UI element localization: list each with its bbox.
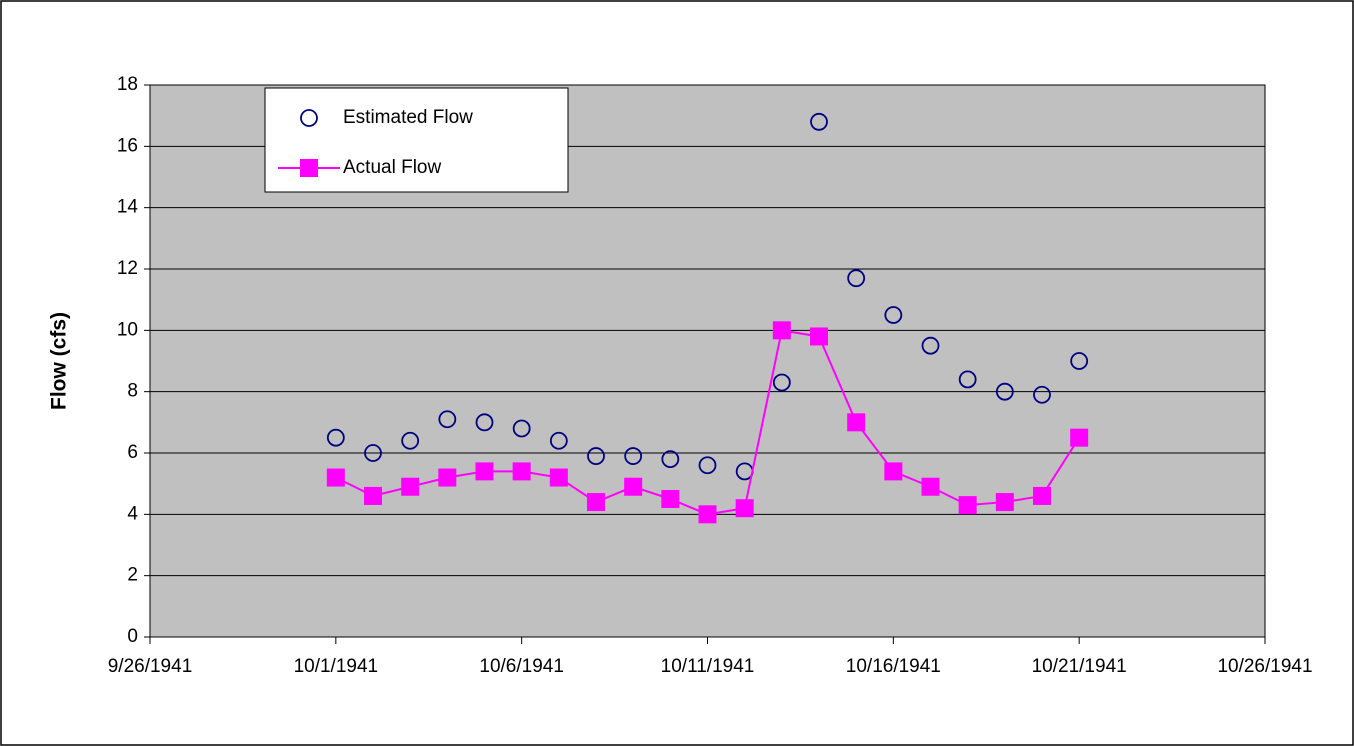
y-tick-label: 8	[127, 381, 138, 402]
point	[475, 462, 494, 481]
x-tick-label: 10/6/1941	[479, 656, 564, 677]
point	[847, 413, 866, 432]
legend-label: Actual Flow	[343, 157, 441, 178]
x-tick-label: 10/21/1941	[1032, 656, 1127, 677]
point	[364, 486, 382, 505]
point	[661, 450, 680, 469]
point	[475, 413, 494, 432]
legend-marker	[300, 109, 318, 127]
point	[587, 493, 605, 512]
point	[438, 410, 457, 429]
point	[921, 336, 940, 355]
y-tick-label: 2	[127, 565, 138, 586]
x-tick-label: 10/1/1941	[294, 656, 379, 677]
point	[624, 477, 643, 496]
point	[587, 447, 605, 465]
y-tick-label: 16	[117, 135, 138, 156]
y-tick-label: 14	[117, 197, 139, 218]
point	[512, 419, 531, 438]
point	[735, 499, 754, 518]
point	[884, 306, 903, 324]
point	[364, 444, 382, 462]
point	[326, 468, 345, 487]
y-tick-label: 0	[127, 626, 138, 647]
point	[1070, 352, 1089, 370]
point	[847, 269, 866, 288]
point	[624, 447, 643, 465]
point	[884, 462, 903, 481]
point	[958, 496, 977, 515]
x-tick-label: 9/26/1941	[108, 656, 193, 677]
point	[772, 321, 791, 340]
point	[1070, 428, 1089, 447]
y-tick-label: 6	[127, 442, 138, 463]
x-tick-label: 10/11/1941	[661, 656, 755, 677]
point	[698, 456, 717, 475]
y-tick-label: 18	[117, 74, 138, 95]
point	[401, 477, 420, 496]
legend-marker	[300, 159, 318, 177]
point	[772, 373, 791, 392]
point	[1033, 385, 1051, 404]
legend-label: Estimated Flow	[343, 107, 473, 128]
y-tick-label: 12	[117, 258, 138, 279]
point	[401, 431, 420, 450]
point	[512, 462, 531, 481]
point	[810, 327, 828, 346]
point	[995, 382, 1014, 401]
point	[995, 493, 1014, 512]
x-tick-label: 10/26/1941	[1217, 656, 1312, 677]
y-axis-label: Flow (cfs)	[48, 312, 71, 410]
point	[810, 112, 828, 131]
point	[921, 477, 940, 496]
point	[549, 468, 568, 487]
point	[1033, 486, 1051, 505]
point	[438, 468, 457, 487]
legend: Estimated Flow Actual Flow	[264, 87, 569, 193]
y-tick-label: 10	[117, 319, 138, 340]
point	[958, 370, 977, 389]
x-tick-label: 10/16/1941	[846, 656, 941, 677]
point	[549, 431, 568, 450]
point	[698, 505, 717, 524]
point	[661, 490, 680, 508]
y-tick-label: 4	[127, 503, 138, 524]
point	[326, 428, 345, 447]
